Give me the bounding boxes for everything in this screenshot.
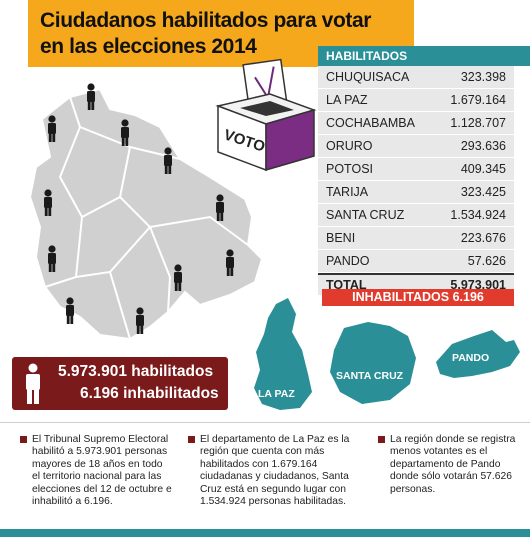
row-value: 409.345 [460, 162, 506, 176]
total-label: TOTAL [326, 278, 367, 292]
region-label-pando: PANDO [452, 352, 490, 364]
region-label-la-paz: LA PAZ [258, 388, 295, 400]
table-row: CHUQUISACA 323.398 [318, 66, 514, 89]
row-value: 1.679.164 [450, 93, 506, 107]
row-name: COCHABAMBA [326, 116, 415, 130]
table-row: COCHABAMBA 1.128.707 [318, 112, 514, 135]
bolivia-map-graphic [28, 83, 264, 341]
row-value: 1.534.924 [450, 208, 506, 222]
row-value: 323.425 [460, 185, 506, 199]
page-title-line2: en las elecciones 2014 [40, 35, 257, 58]
row-name: LA PAZ [326, 93, 368, 107]
bullet-square-icon [188, 436, 195, 443]
row-name: POTOSI [326, 162, 374, 176]
table-row: SANTA CRUZ 1.534.924 [318, 204, 514, 227]
region-shapes-graphic [254, 298, 520, 410]
person-icon [66, 297, 74, 324]
page-title-line1: Ciudadanos habilitados para votar [40, 9, 372, 32]
santa-cruz-shape [330, 322, 416, 404]
pando-shape [436, 330, 520, 378]
note-text: El Tribunal Supremo Electoral habilitó a… [32, 434, 172, 508]
row-value: 223.676 [460, 231, 506, 245]
summary-habilitados: 5.973.901 habilitados [58, 363, 214, 380]
habilitados-table: HABILITADOS CHUQUISACA 323.398 LA PAZ 1.67… [318, 46, 514, 296]
title-left-margin [0, 0, 28, 67]
row-name: BENI [326, 231, 356, 245]
summary-box: 5.973.901 habilitados 6.196 inhabilitado… [12, 357, 228, 410]
row-value: 1.128.707 [450, 116, 506, 130]
table-header: HABILITADOS [318, 46, 514, 66]
region-label-santa-cruz: SANTA CRUZ [336, 370, 404, 382]
summary-inhabilitados: 6.196 inhabilitados [80, 385, 219, 402]
footer-bar [0, 529, 530, 537]
note-text: El departamento de La Paz es la región q… [200, 434, 350, 508]
row-value: 293.636 [460, 139, 506, 153]
note-text: La región donde se registra menos votant… [390, 434, 516, 495]
bullet-square-icon [378, 436, 385, 443]
row-name: CHUQUISACA [326, 70, 410, 84]
section-divider [0, 422, 530, 423]
row-name: TARIJA [326, 185, 369, 199]
table-row: BENI 223.676 [318, 227, 514, 250]
table-row: TARIJA 323.425 [318, 181, 514, 204]
person-icon [26, 363, 40, 404]
total-value: 5.973.901 [450, 278, 506, 292]
la-paz-shape [254, 298, 312, 410]
region-maps: LA PAZ SANTA CRUZ PANDO [240, 292, 530, 412]
table-row: PANDO 57.626 [318, 250, 514, 273]
bullet-square-icon [20, 436, 27, 443]
inhabilitados-badge: INHABILITADOS 6.196 [322, 289, 514, 306]
table-row: LA PAZ 1.679.164 [318, 89, 514, 112]
table-row: ORURO 293.636 [318, 135, 514, 158]
row-name: ORURO [326, 139, 373, 153]
table-row: POTOSI 409.345 [318, 158, 514, 181]
row-name: PANDO [326, 254, 370, 268]
ballot-box-icon: VOTO [215, 58, 317, 172]
row-value: 57.626 [467, 254, 506, 268]
row-value: 323.398 [460, 70, 506, 84]
bolivia-map [0, 67, 320, 357]
title-banner: Ciudadanos habilitados para votar en las… [28, 0, 414, 67]
row-name: SANTA CRUZ [326, 208, 405, 222]
